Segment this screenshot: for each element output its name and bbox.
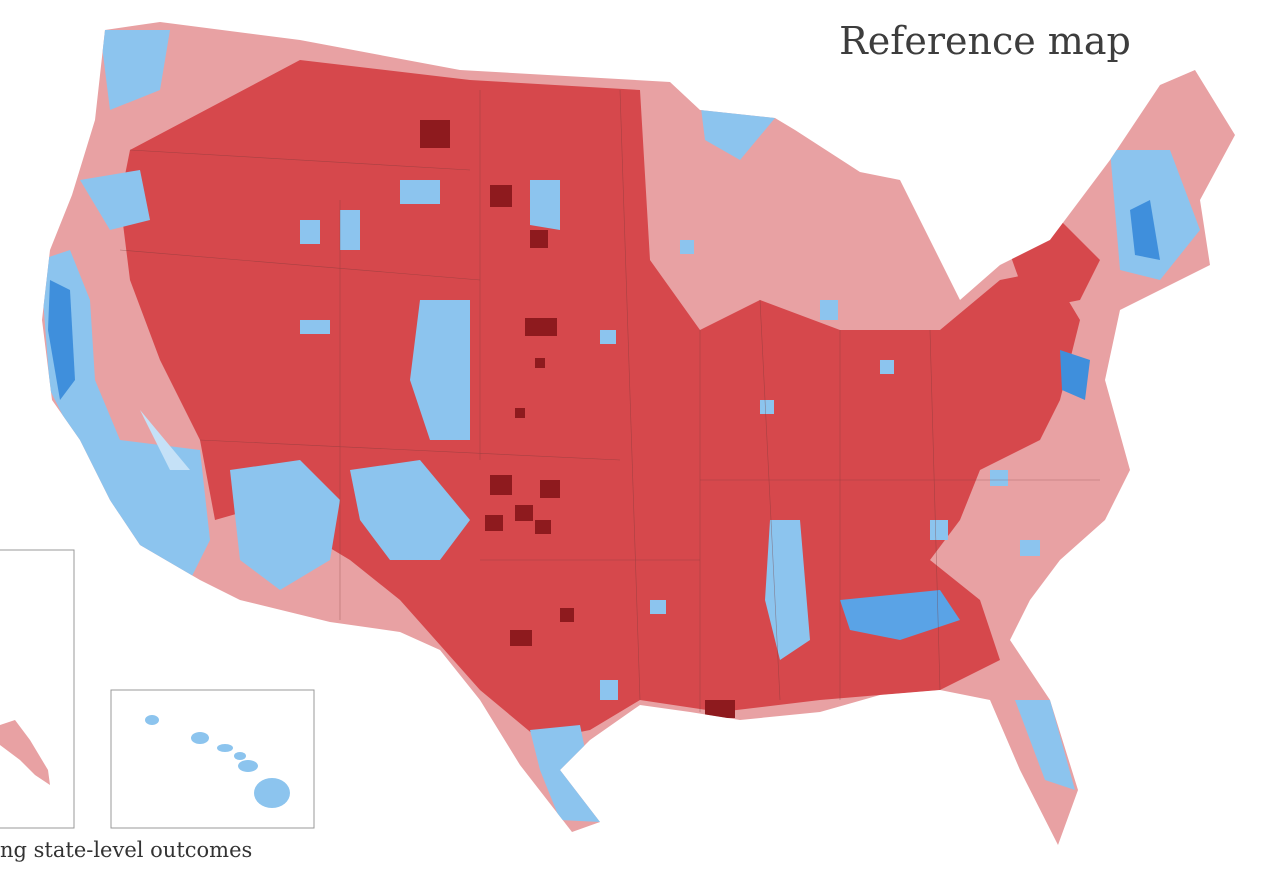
pale-blue-area (140, 410, 190, 470)
hawaii-islands (145, 715, 290, 808)
blue-area (530, 180, 560, 230)
state-lines (119, 89, 1100, 712)
blue-area (1110, 150, 1200, 280)
footnote: ng state-level outcomes (0, 838, 252, 862)
blue-area (410, 300, 470, 440)
blue-area (100, 30, 170, 110)
dark-red-counties (420, 120, 735, 718)
alaska-shape (0, 720, 50, 785)
blue-area (840, 590, 960, 640)
dark-blue-area (1130, 200, 1160, 260)
map-title: Reference map (839, 19, 1131, 63)
blue-area (1015, 700, 1075, 790)
dark-blue-area (48, 280, 75, 400)
blue-counties (300, 180, 1040, 700)
blue-area (350, 460, 470, 560)
blue-area (80, 170, 150, 230)
dark-blue-area (1060, 350, 1090, 400)
hawaii-inset (110, 689, 315, 829)
alaska-inset (0, 549, 75, 829)
blue-area (230, 460, 340, 590)
